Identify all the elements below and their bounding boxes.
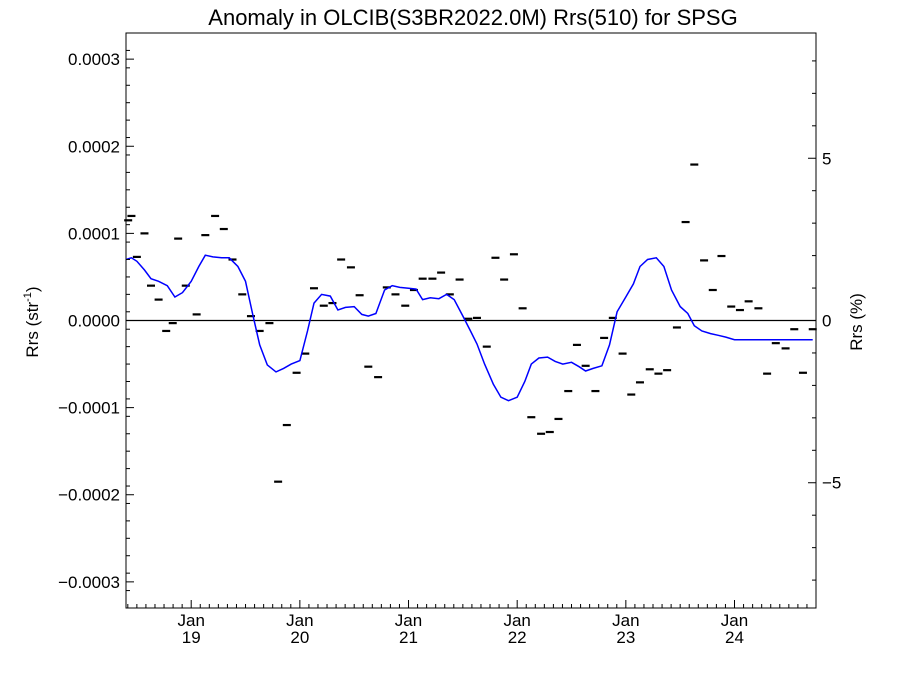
y-tick-label: 0.0003	[68, 50, 120, 69]
plot-area	[124, 32, 817, 609]
y-axis-label-right: Rrs (%)	[847, 293, 866, 351]
y-right-tick-label: 5	[822, 149, 831, 168]
x-tick-year: 24	[725, 628, 744, 647]
x-tick-year: 23	[616, 628, 635, 647]
x-tick-month: Jan	[721, 611, 748, 630]
x-tick-month: Jan	[286, 611, 313, 630]
y-axis-left: 0.0003 0.0002 0.0001 0.0000 −0.0001 −0.0002 −0…	[58, 32, 134, 609]
y-axis-right: 5 0 −5	[808, 60, 841, 581]
y-tick-label: 0.0000	[68, 312, 120, 331]
y-tick-label: −0.0001	[58, 399, 120, 418]
x-tick-month: Jan	[177, 611, 204, 630]
y-right-tick-label: −5	[822, 474, 841, 493]
y-tick-label: 0.0002	[68, 137, 120, 156]
x-tick-year: 20	[290, 628, 309, 647]
y-axis-label-left: Rrs (str-1)	[22, 286, 42, 357]
x-tick-year: 22	[508, 628, 527, 647]
x-tick-year: 21	[399, 628, 418, 647]
y-tick-label: −0.0003	[58, 573, 120, 592]
chart-title: Anomaly in OLCIB(S3BR2022.0M) Rrs(510) f…	[208, 5, 737, 30]
x-tick-month: Jan	[395, 611, 422, 630]
smoothed-anomaly-line	[125, 254, 813, 402]
y-tick-label: −0.0002	[58, 486, 120, 505]
x-tick-month: Jan	[612, 611, 639, 630]
x-tick-year: 19	[182, 628, 201, 647]
x-tick-month: Jan	[503, 611, 530, 630]
y-tick-label: 0.0001	[68, 224, 120, 243]
y-right-tick-label: 0	[822, 312, 831, 331]
